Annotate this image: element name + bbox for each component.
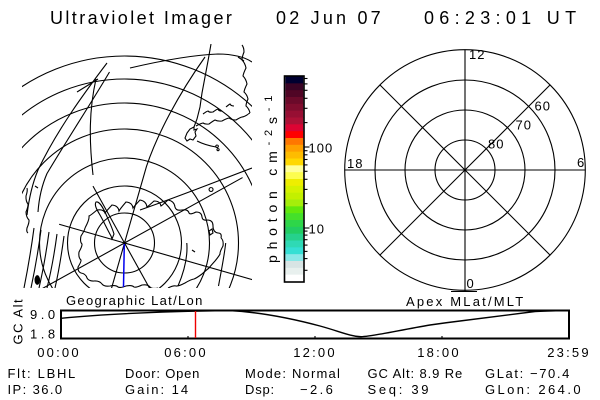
svg-text:6: 6 — [577, 155, 584, 170]
svg-text:Flt: LBHL: Flt: LBHL — [8, 366, 77, 381]
svg-text:70: 70 — [516, 118, 532, 133]
svg-text:Geographic Lat/Lon: Geographic Lat/Lon — [66, 293, 204, 308]
svg-text:18: 18 — [347, 156, 363, 171]
svg-text:0: 0 — [467, 276, 474, 291]
svg-text:Door: Open: Door: Open — [125, 366, 200, 381]
svg-text:12:00: 12:00 — [293, 345, 337, 360]
svg-text:02 Jun 07: 02 Jun 07 — [276, 8, 384, 28]
svg-text:Seq: 39: Seq: 39 — [368, 382, 432, 397]
svg-text:80: 80 — [488, 137, 504, 152]
svg-text:Apex MLat/MLT: Apex MLat/MLT — [406, 294, 525, 309]
svg-text:GLat: −70.4: GLat: −70.4 — [485, 366, 571, 381]
svg-text:Mode: Normal: Mode: Normal — [245, 366, 341, 381]
svg-text:−2.6: −2.6 — [300, 382, 335, 397]
svg-text:23:59: 23:59 — [547, 345, 591, 360]
svg-text:GLon: 264.0: GLon: 264.0 — [485, 382, 583, 397]
svg-text:18:00: 18:00 — [417, 345, 461, 360]
svg-text:10: 10 — [309, 222, 325, 237]
svg-text:100: 100 — [309, 141, 334, 156]
svg-text:Gain: 14: Gain: 14 — [125, 382, 190, 397]
svg-text:12: 12 — [469, 47, 485, 62]
svg-text:GC Alt: GC Alt — [11, 298, 26, 345]
svg-text:1.8: 1.8 — [30, 327, 59, 342]
svg-text:photon cm-2s-1: photon cm-2s-1 — [263, 90, 280, 263]
svg-text:9.0: 9.0 — [30, 307, 59, 322]
svg-text:06:23:01 UT: 06:23:01 UT — [424, 8, 581, 28]
svg-text:Dsp:: Dsp: — [245, 382, 275, 397]
svg-text:IP: 36.0: IP: 36.0 — [8, 382, 64, 397]
svg-text:60: 60 — [535, 99, 551, 114]
svg-text:Ultraviolet Imager: Ultraviolet Imager — [50, 8, 234, 28]
svg-text:GC Alt: 8.9 Re: GC Alt: 8.9 Re — [368, 366, 464, 381]
svg-text:06:00: 06:00 — [164, 345, 208, 360]
svg-text:00:00: 00:00 — [37, 345, 81, 360]
